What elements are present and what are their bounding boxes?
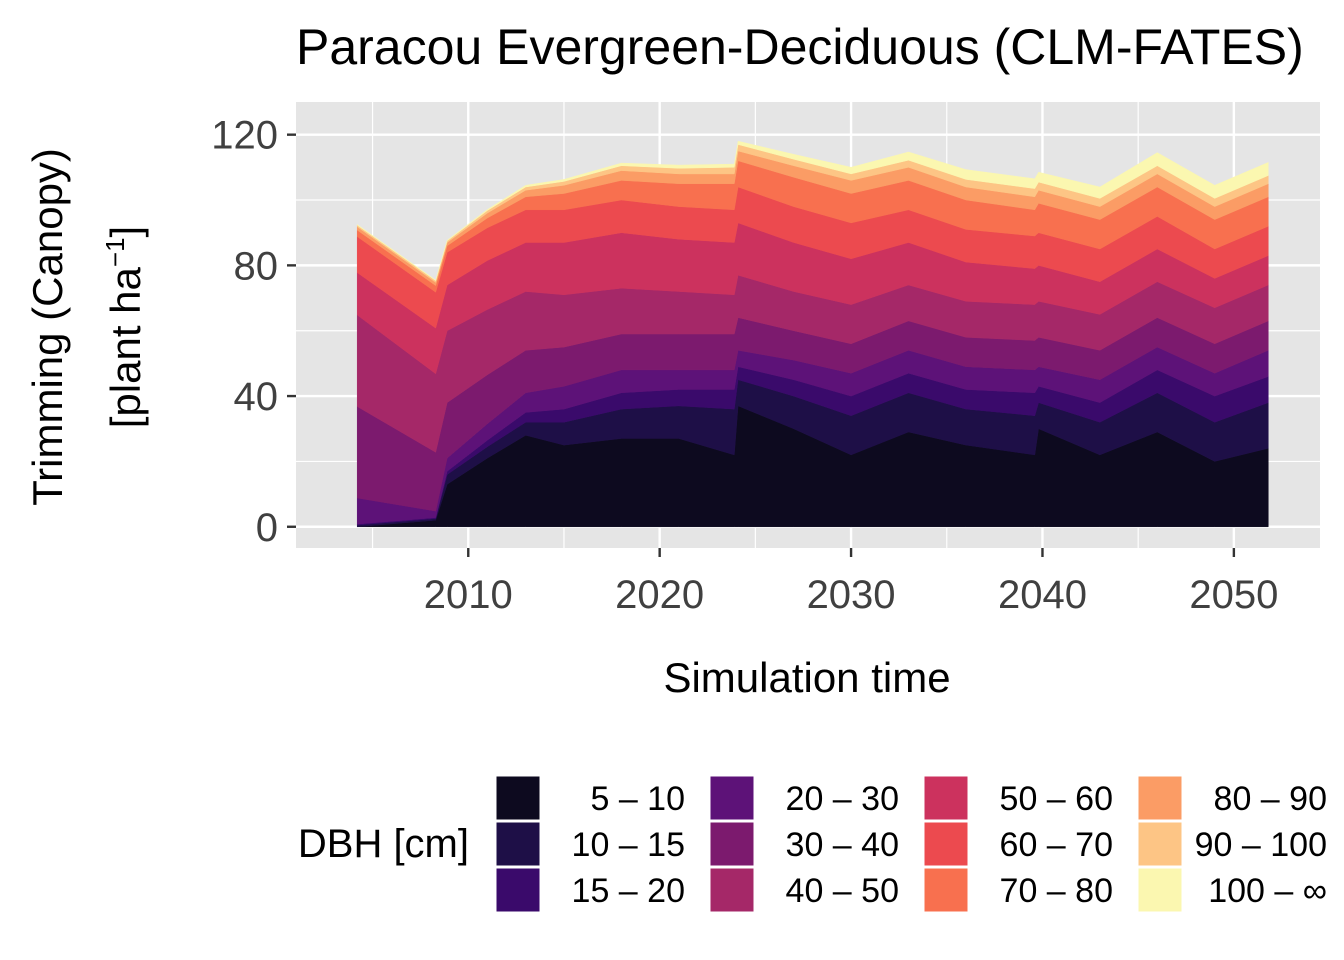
y-tick-label: 40	[234, 375, 279, 419]
legend-swatch	[1137, 775, 1183, 821]
y-axis-unit: [plant ha	[102, 266, 149, 428]
legend-swatch	[709, 775, 755, 821]
legend-swatch	[495, 775, 541, 821]
y-tick-label: 80	[234, 244, 279, 288]
legend-label: 30 – 40	[786, 826, 899, 864]
axes: 0 40 80 120 2010 2020 2030 2040 2050	[211, 114, 1278, 617]
y-tick-label: 0	[256, 506, 278, 550]
legend-swatch	[709, 867, 755, 913]
legend: 5 – 10 10 – 15 15 – 20 20 – 30 30 – 40 40 – 5…	[495, 775, 1327, 913]
chart-title: Paracou Evergreen-Deciduous (CLM-FATES)	[296, 19, 1304, 75]
y-tick-label: 120	[211, 114, 278, 158]
y-axis-unit-exponent: −1	[100, 237, 130, 267]
x-tick-label: 2040	[998, 573, 1087, 617]
x-tick-label: 2050	[1189, 573, 1278, 617]
legend-swatch	[1137, 821, 1183, 867]
legend-label: 80 – 90	[1214, 780, 1327, 818]
legend-label: 60 – 70	[1000, 826, 1113, 864]
legend-label: 40 – 50	[786, 872, 899, 910]
legend-swatch	[923, 867, 969, 913]
legend-label: 10 – 15	[572, 826, 685, 864]
legend-label: 90 – 100	[1195, 826, 1327, 864]
legend-swatch	[923, 821, 969, 867]
x-tick-label: 2010	[424, 573, 513, 617]
legend-label: 5 – 10	[590, 780, 685, 818]
legend-swatch	[923, 775, 969, 821]
y-axis-title-line1: Trimming (Canopy)	[24, 148, 71, 506]
y-axis-title-line2: [plant ha−1]	[100, 226, 149, 428]
legend-swatch	[709, 821, 755, 867]
legend-swatch	[495, 821, 541, 867]
legend-label: 15 – 20	[572, 872, 685, 910]
legend-title: DBH [cm]	[298, 822, 469, 866]
legend-label: 20 – 30	[786, 780, 899, 818]
x-tick-label: 2030	[807, 573, 896, 617]
x-tick-label: 2020	[615, 573, 704, 617]
area-series-12	[356, 140, 1269, 282]
y-axis-unit-bracket: ]	[102, 226, 149, 238]
legend-label: 100 – ∞	[1208, 872, 1327, 910]
x-axis-title: Simulation time	[663, 654, 950, 701]
legend-label: 50 – 60	[1000, 780, 1113, 818]
legend-label: 70 – 80	[1000, 872, 1113, 910]
legend-swatch	[495, 867, 541, 913]
stacked-areas	[356, 140, 1269, 528]
legend-swatch	[1137, 867, 1183, 913]
